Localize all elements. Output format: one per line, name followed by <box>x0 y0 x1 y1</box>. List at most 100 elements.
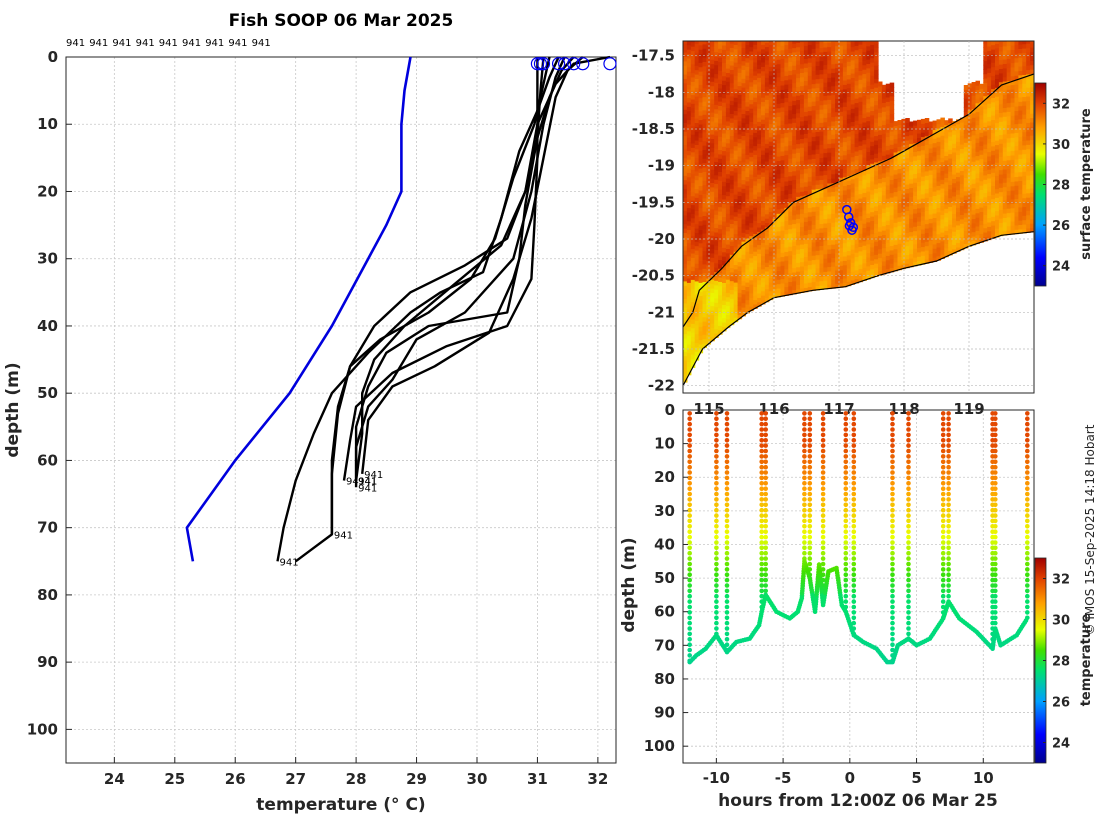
sst-cell <box>761 44 766 49</box>
sst-cell <box>823 245 828 250</box>
sst-cell <box>734 71 739 76</box>
sst-cell <box>726 42 731 47</box>
sst-cell <box>683 109 688 114</box>
sst-cell <box>823 87 828 92</box>
sst-cell <box>987 169 992 174</box>
sst-cell <box>749 267 754 272</box>
sst-cell <box>769 278 774 283</box>
sst-cell <box>703 44 708 49</box>
sst-cell <box>956 207 961 212</box>
sst-cell <box>781 111 786 116</box>
sst-cell <box>894 134 899 139</box>
sst-cell <box>1003 151 1008 156</box>
sst-cell <box>983 104 988 109</box>
sst-cell <box>1011 93 1016 98</box>
sst-cell <box>940 197 945 202</box>
sst-cell <box>726 297 731 302</box>
sst-cell <box>1011 173 1016 178</box>
sst-cell <box>734 207 739 212</box>
sst-cell <box>777 99 782 104</box>
sst-cell <box>937 234 942 239</box>
sst-cell <box>921 145 926 150</box>
sst-cell <box>788 259 793 264</box>
sst-cell <box>1015 141 1020 146</box>
sst-cell <box>944 221 949 226</box>
section-point <box>725 433 730 438</box>
sst-cell <box>866 187 871 192</box>
sst-cell <box>1022 114 1027 119</box>
sst-cell <box>765 55 770 60</box>
sst-cell <box>1018 150 1023 155</box>
sst-cell <box>734 295 739 300</box>
sst-cell <box>862 144 867 149</box>
sst-cell <box>738 218 743 223</box>
sst-cell <box>718 220 723 225</box>
sst-cell <box>683 281 688 286</box>
sst-cell <box>769 286 774 291</box>
sst-cell <box>995 140 1000 145</box>
sst-cell <box>710 187 715 192</box>
sst-cell <box>948 145 953 150</box>
sst-cell <box>898 129 903 134</box>
sst-cell <box>925 254 930 259</box>
sst-cell <box>925 246 930 251</box>
map-y-tick-label: -21.5 <box>632 340 675 358</box>
sst-cell <box>699 252 704 257</box>
sst-cell <box>742 276 747 281</box>
sst-cell <box>742 47 747 52</box>
sst-cell <box>1026 149 1031 154</box>
sst-cell <box>995 105 1000 110</box>
sst-cell <box>687 300 692 305</box>
sst-cell <box>952 240 957 245</box>
sst-cell <box>1003 134 1008 139</box>
sst-cell <box>773 152 778 157</box>
sst-cell <box>738 288 743 293</box>
sst-cell <box>878 90 883 95</box>
section-point <box>763 460 768 465</box>
sst-cell <box>874 166 879 171</box>
sst-cell <box>812 119 817 124</box>
sst-cell <box>812 260 817 265</box>
sst-cell <box>687 282 692 287</box>
sst-cell <box>687 98 692 103</box>
sst-cell <box>761 172 766 177</box>
sst-cell <box>886 150 891 155</box>
sst-cell <box>765 249 770 254</box>
sst-cell <box>796 262 801 267</box>
sst-cell <box>839 63 844 68</box>
sst-cell <box>753 159 758 164</box>
sst-cell <box>968 237 973 242</box>
sst-cell <box>870 229 875 234</box>
sst-cell <box>781 230 786 235</box>
sst-cell <box>703 127 708 132</box>
sst-cell <box>722 93 727 98</box>
sst-cell <box>862 78 867 83</box>
sst-cell <box>929 245 934 250</box>
sst-cell <box>917 221 922 226</box>
sst-cell <box>870 181 875 186</box>
sst-cell <box>890 245 895 250</box>
sst-cell <box>905 210 910 215</box>
sst-cell <box>703 61 708 66</box>
sst-cell <box>937 203 942 208</box>
sst-cell <box>691 86 696 91</box>
sst-cell <box>742 254 747 259</box>
sst-cell <box>773 240 778 245</box>
sst-cell <box>710 262 715 267</box>
sst-cell <box>683 74 688 79</box>
sst-cell <box>710 266 715 271</box>
section-point <box>763 556 768 561</box>
sst-cell <box>1015 220 1020 225</box>
sst-cell <box>757 121 762 126</box>
sst-cell <box>816 123 821 128</box>
sst-cell <box>909 254 914 259</box>
sst-cell <box>823 91 828 96</box>
sst-cell <box>734 146 739 151</box>
sst-cell <box>738 42 743 47</box>
sst-cell <box>878 134 883 139</box>
sst-cell <box>738 116 743 121</box>
sst-cell <box>695 144 700 149</box>
sst-cell <box>773 289 778 294</box>
sst-cell <box>699 58 704 63</box>
sst-cell <box>890 219 895 224</box>
